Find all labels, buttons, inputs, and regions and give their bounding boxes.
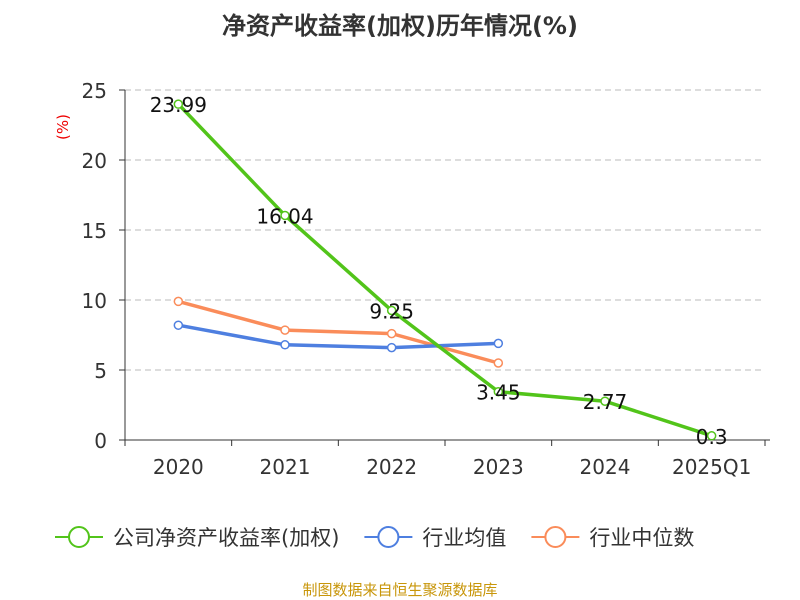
data-point [280,210,290,221]
legend-marker [377,526,400,548]
y-tick-label: 0 [94,429,107,453]
data-label: 3.45 [476,381,521,405]
x-tick-label: 2021 [260,455,311,479]
data-point [600,396,610,406]
y-axis-label: (%) [54,114,72,140]
data-point [493,358,504,368]
series-line [177,299,499,365]
data-point [386,342,397,353]
data-point [493,338,504,349]
chart-title: 净资产收益率(加权)历年情况(%) [222,12,578,40]
legend-marker [544,526,567,548]
x-tick-label: 2020 [153,455,204,479]
data-point [280,325,290,335]
x-tick-label: 2023 [473,455,524,479]
source-note: 制图数据来自恒生聚源数据库 [302,581,497,599]
y-tick-label: 15 [82,219,107,243]
y-tick-label: 25 [82,79,107,103]
data-label: 23.99 [150,93,207,117]
data-point [706,431,717,441]
legend-label: 行业中位数 [589,526,694,550]
data-point [173,99,184,109]
x-tick-label: 2024 [580,455,631,479]
data-label: 0.3 [696,425,728,449]
legend-marker [68,526,90,548]
data-point [386,305,397,316]
y-tick-label: 10 [82,289,107,313]
data-label: 9.25 [369,300,414,324]
data-point [280,340,290,350]
series-line [177,102,713,438]
x-tick-label: 2022 [366,455,417,479]
y-tick-label: 5 [94,359,107,383]
data-label: 2.77 [583,390,628,414]
legend-label: 公司净资产收益率(加权) [113,526,339,550]
series-line [178,323,499,350]
legend-label: 行业均值 [422,526,506,550]
data-point [493,386,504,397]
data-label: 16.04 [256,204,313,228]
data-point [386,328,397,339]
data-point [173,320,184,330]
y-tick-label: 20 [82,149,107,173]
data-point [173,296,184,307]
x-tick-label: 2025Q1 [672,455,751,479]
